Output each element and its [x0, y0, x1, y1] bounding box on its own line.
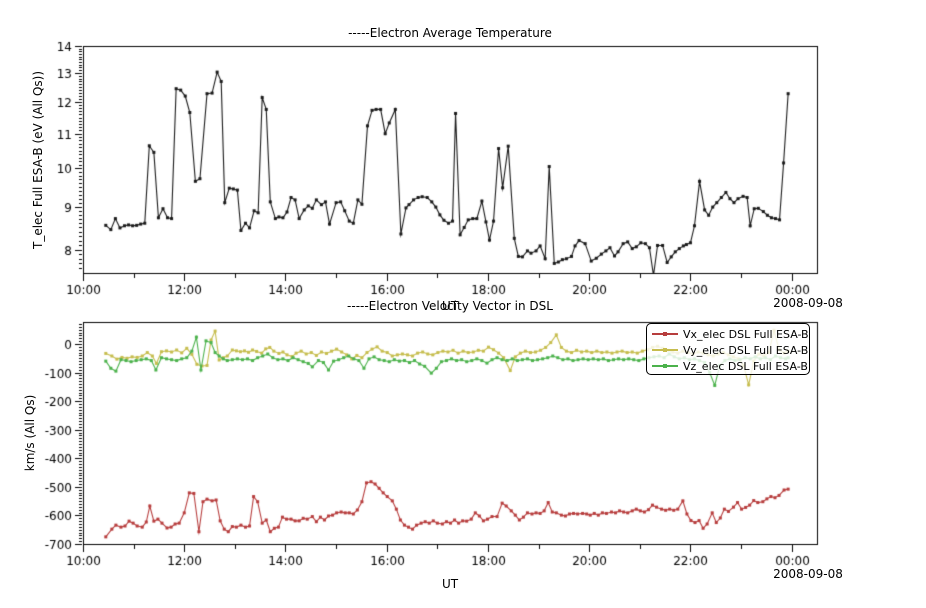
legend-row-vy: Vy_elec DSL Full ESA-B — [652, 342, 809, 358]
velocity-plot-xlabel: UT — [441, 577, 459, 591]
vz-sample-marker-icon — [663, 364, 667, 368]
temperature-plot-xlabel: UT — [441, 299, 459, 313]
velocity-legend: Vx_elec DSL Full ESA-B Vy_elec DSL Full … — [646, 323, 810, 375]
velocity-plot-ylabel: km/s (All Qs) — [23, 394, 37, 472]
vy-line-sample — [652, 345, 678, 355]
vy-sample-marker-icon — [663, 348, 667, 352]
legend-label-vz: Vz_elec DSL Full ESA-B — [683, 359, 808, 373]
vz-line-sample — [652, 361, 678, 371]
legend-row-vz: Vz_elec DSL Full ESA-B — [652, 358, 809, 374]
date-label-top: 2008-09-08 — [773, 296, 843, 310]
vx-sample-marker-icon — [663, 332, 667, 336]
temperature-plot-ylabel: T_elec Full ESA-B (eV (All Qs)) — [31, 70, 45, 250]
legend-label-vy: Vy_elec DSL Full ESA-B — [683, 343, 809, 357]
date-label-bottom: 2008-09-08 — [773, 567, 843, 581]
velocity-plot-title: -----Electron Velocity Vector in DSL — [347, 299, 553, 313]
legend-label-vx: Vx_elec DSL Full ESA-B — [683, 327, 809, 341]
vx-line-sample — [652, 329, 678, 339]
legend-row-vx: Vx_elec DSL Full ESA-B — [652, 326, 809, 342]
temperature-plot-title: -----Electron Average Temperature — [348, 26, 552, 40]
